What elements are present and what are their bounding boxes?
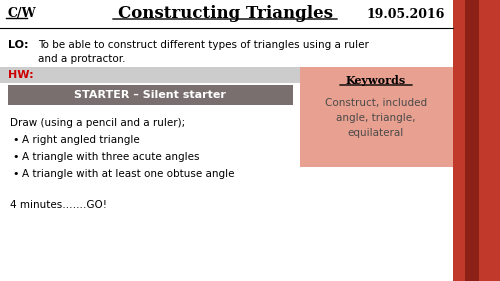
Text: HW:: HW: bbox=[8, 70, 34, 80]
Bar bbox=[0, 67, 300, 83]
Bar bbox=[453, 0, 500, 281]
Bar bbox=[300, 67, 453, 167]
Text: A right angled triangle: A right angled triangle bbox=[22, 135, 140, 145]
Text: A triangle with three acute angles: A triangle with three acute angles bbox=[22, 152, 200, 162]
Text: •: • bbox=[12, 152, 18, 162]
Text: STARTER – Silent starter: STARTER – Silent starter bbox=[74, 90, 226, 100]
Text: 4 minutes…….GO!: 4 minutes…….GO! bbox=[10, 200, 107, 210]
Text: Constructing Triangles: Constructing Triangles bbox=[118, 6, 332, 22]
Bar bbox=[8, 85, 293, 105]
Text: LO:: LO: bbox=[8, 40, 28, 50]
Text: 19.05.2016: 19.05.2016 bbox=[366, 8, 445, 21]
Text: C/W: C/W bbox=[8, 8, 36, 21]
Text: A triangle with at least one obtuse angle: A triangle with at least one obtuse angl… bbox=[22, 169, 234, 179]
Text: To be able to construct different types of triangles using a ruler
and a protrac: To be able to construct different types … bbox=[38, 40, 369, 64]
Text: Draw (using a pencil and a ruler);: Draw (using a pencil and a ruler); bbox=[10, 118, 185, 128]
Text: Keywords: Keywords bbox=[346, 74, 406, 85]
Text: •: • bbox=[12, 135, 18, 145]
Text: Construct, included
angle, triangle,
equilateral: Construct, included angle, triangle, equ… bbox=[325, 98, 427, 138]
Bar bbox=[465, 0, 479, 281]
Text: •: • bbox=[12, 169, 18, 179]
